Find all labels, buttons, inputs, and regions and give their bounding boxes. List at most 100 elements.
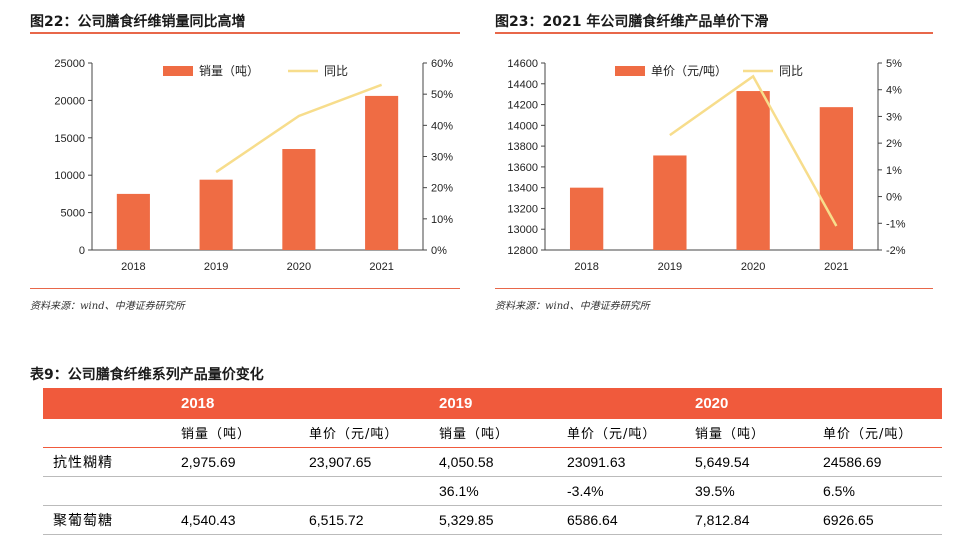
- row-label: 抗性糊精: [43, 447, 171, 476]
- table-cell: [171, 476, 299, 505]
- y2-tick-label: 2%: [886, 138, 902, 150]
- table-cell: 2,975.69: [171, 447, 299, 476]
- y-tick-label: 14000: [507, 120, 538, 132]
- table-cell: 4,050.58: [429, 447, 557, 476]
- x-tick-label: 2021: [369, 261, 393, 273]
- subheader-price-2018: 单价（元/吨）: [299, 419, 429, 447]
- y-tick-label: 20000: [54, 95, 85, 107]
- y2-tick-label: 4%: [886, 85, 902, 97]
- table-cell: 36.1%: [429, 476, 557, 505]
- table-cell: 5,649.54: [685, 447, 813, 476]
- volume-bar: [365, 96, 398, 250]
- volume-bar: [736, 91, 769, 250]
- y2-tick-label: 0%: [886, 192, 902, 204]
- y2-tick-label: 3%: [886, 111, 902, 123]
- table-row: 聚葡萄糖 4,540.43 6,515.72 5,329.85 6586.64 …: [43, 505, 942, 534]
- year-header-2020: 2020: [685, 388, 942, 419]
- x-tick-label: 2018: [121, 261, 145, 273]
- legend-bar-swatch: [163, 66, 193, 76]
- legend-bar-label: 单价（元/吨）: [651, 64, 727, 78]
- table-cell: 23091.63: [557, 447, 685, 476]
- volume-bar: [200, 180, 233, 250]
- legend-bar-swatch: [615, 66, 645, 76]
- table-cell: -3.4%: [557, 476, 685, 505]
- table-row: 36.1% -3.4% 39.5% 6.5%: [43, 476, 942, 505]
- subheader-empty: [43, 419, 171, 447]
- year-header-2019: 2019: [429, 388, 685, 419]
- x-tick-label: 2020: [741, 261, 765, 273]
- y2-tick-label: 30%: [431, 152, 453, 164]
- figure-22-divider: [30, 288, 460, 289]
- y2-tick-label: -1%: [886, 218, 906, 230]
- figure-23-title: 图23：2021 年公司膳食纤维产品单价下滑: [495, 10, 933, 34]
- table-cell: 39.5%: [685, 476, 813, 505]
- x-tick-label: 2018: [574, 261, 598, 273]
- table-cell: 23,907.65: [299, 447, 429, 476]
- volume-price-table: 2018 2019 2020 销量（吨） 单价（元/吨） 销量（吨） 单价（元/…: [43, 388, 942, 535]
- subheader-volume-2020: 销量（吨）: [685, 419, 813, 447]
- y-tick-label: 13800: [507, 141, 538, 153]
- table-row: 抗性糊精 2,975.69 23,907.65 4,050.58 23091.6…: [43, 447, 942, 476]
- row-label: [43, 476, 171, 505]
- volume-bar: [570, 188, 603, 250]
- y2-tick-label: 1%: [886, 165, 902, 177]
- year-header-2018: 2018: [171, 388, 429, 419]
- figure-23-source: 资料来源：wind、中港证券研究所: [495, 297, 650, 312]
- legend-line-label: 同比: [779, 64, 803, 78]
- y-tick-label: 5000: [61, 208, 85, 220]
- table-cell: [299, 476, 429, 505]
- y-tick-label: 25000: [54, 58, 85, 70]
- table-year-header-row: 2018 2019 2020: [43, 388, 942, 419]
- volume-bar: [282, 149, 315, 250]
- y2-tick-label: 50%: [431, 89, 453, 101]
- table-cell: 6,515.72: [299, 505, 429, 534]
- y-tick-label: 14200: [507, 100, 538, 112]
- figure-23-divider: [495, 288, 933, 289]
- subheader-price-2020: 单价（元/吨）: [813, 419, 942, 447]
- volume-bar: [820, 107, 853, 250]
- y-tick-label: 13600: [507, 162, 538, 174]
- subheader-price-2019: 单价（元/吨）: [557, 419, 685, 447]
- x-tick-label: 2019: [658, 261, 682, 273]
- y-tick-label: 13000: [507, 224, 538, 236]
- table-cell: 7,812.84: [685, 505, 813, 534]
- table-cell: 6.5%: [813, 476, 942, 505]
- volume-bar: [653, 155, 686, 250]
- legend-bar-label: 销量（吨）: [199, 64, 259, 78]
- y-tick-label: 13400: [507, 183, 538, 195]
- sales-volume-chart: 05000100001500020000250000%10%20%30%40%5…: [30, 40, 460, 280]
- table-corner-cell: [43, 388, 171, 419]
- table-cell: 6586.64: [557, 505, 685, 534]
- y-tick-label: 13200: [507, 203, 538, 215]
- y2-tick-label: 40%: [431, 120, 453, 132]
- table-cell: 5,329.85: [429, 505, 557, 534]
- y-tick-label: 14400: [507, 79, 538, 91]
- table-cell: 24586.69: [813, 447, 942, 476]
- x-tick-label: 2019: [204, 261, 228, 273]
- y-tick-label: 12800: [507, 245, 538, 257]
- y2-tick-label: -2%: [886, 245, 906, 257]
- table-9-title: 表9：公司膳食纤维系列产品量价变化: [30, 366, 942, 388]
- x-tick-label: 2021: [824, 261, 848, 273]
- row-label: 聚葡萄糖: [43, 505, 171, 534]
- subheader-volume-2018: 销量（吨）: [171, 419, 299, 447]
- y2-tick-label: 0%: [431, 245, 447, 257]
- x-tick-label: 2020: [287, 261, 311, 273]
- y-tick-label: 10000: [54, 170, 85, 182]
- y2-tick-label: 5%: [886, 58, 902, 70]
- y-tick-label: 14600: [507, 58, 538, 70]
- subheader-volume-2019: 销量（吨）: [429, 419, 557, 447]
- legend-line-label: 同比: [324, 64, 348, 78]
- y2-tick-label: 10%: [431, 214, 453, 226]
- y-tick-label: 0: [79, 245, 85, 257]
- volume-bar: [117, 194, 150, 250]
- table-cell: 4,540.43: [171, 505, 299, 534]
- figure-22-source: 资料来源：wind、中港证券研究所: [30, 297, 185, 312]
- table-cell: 6926.65: [813, 505, 942, 534]
- y2-tick-label: 60%: [431, 58, 453, 70]
- table-subheader-row: 销量（吨） 单价（元/吨） 销量（吨） 单价（元/吨） 销量（吨） 单价（元/吨…: [43, 419, 942, 447]
- figure-22-title: 图22：公司膳食纤维销量同比高增: [30, 10, 460, 34]
- y-tick-label: 15000: [54, 133, 85, 145]
- unit-price-chart: 12800 13000 13200 13400 13600 13800 14000 14200…: [495, 40, 933, 280]
